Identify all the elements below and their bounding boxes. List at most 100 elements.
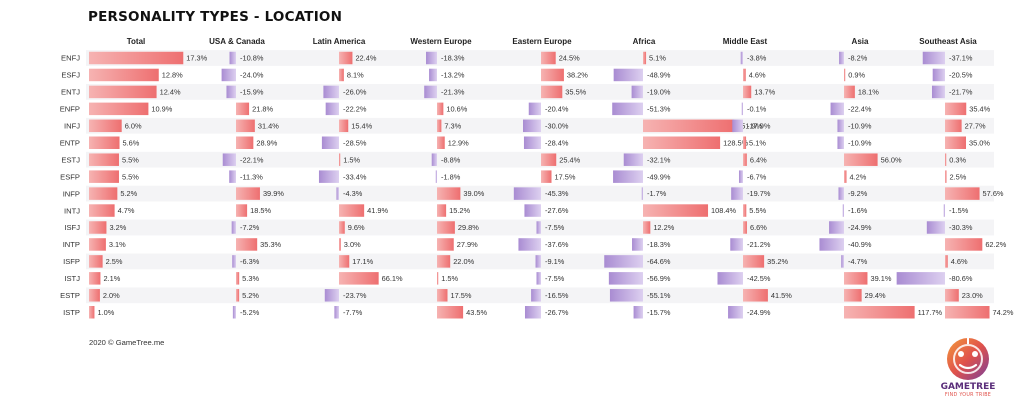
region-value-label: 5.1% xyxy=(749,138,766,147)
region-value-label: 41.9% xyxy=(367,206,388,215)
region-bar-positive xyxy=(339,221,345,234)
column-header: Western Europe xyxy=(410,37,472,46)
region-bar-positive xyxy=(339,204,365,217)
region-bar-negative xyxy=(641,187,643,200)
total-value-label: 3.1% xyxy=(109,240,126,249)
total-bar xyxy=(89,272,101,285)
region-bar-positive xyxy=(437,306,464,319)
region-value-label: -17.9% xyxy=(747,121,771,130)
region-value-label: 27.7% xyxy=(965,121,986,130)
region-value-label: 5.3% xyxy=(242,274,259,283)
region-value-label: 15.2% xyxy=(449,206,470,215)
region-bar-positive xyxy=(339,153,341,166)
region-value-label: -16.5% xyxy=(545,291,569,300)
row-label: ENFP xyxy=(60,105,80,114)
total-bar xyxy=(89,221,107,234)
region-value-label: -4.7% xyxy=(848,257,868,266)
page-title: PERSONALITY TYPES - LOCATION xyxy=(88,9,343,25)
region-value-label: 6.4% xyxy=(750,155,767,164)
region-bar-positive xyxy=(437,187,461,200)
region-value-label: 7.3% xyxy=(444,121,461,130)
region-bar-positive xyxy=(236,272,240,285)
region-bar-positive xyxy=(437,272,439,285)
region-value-label: -28.5% xyxy=(343,138,367,147)
region-value-label: 23.0% xyxy=(962,291,983,300)
region-bar-negative xyxy=(531,289,541,302)
region-value-label: -9.1% xyxy=(545,257,565,266)
region-value-label: -1.8% xyxy=(441,172,461,181)
region-value-label: 35.3% xyxy=(260,240,281,249)
total-value-label: 1.0% xyxy=(97,308,114,317)
column-header: USA & Canada xyxy=(209,37,265,46)
region-bar-positive xyxy=(743,68,746,82)
region-bar-positive xyxy=(437,102,444,116)
total-bar xyxy=(89,85,157,99)
region-value-label: -45.3% xyxy=(545,189,569,198)
region-bar-negative xyxy=(222,153,236,166)
region-bar-positive xyxy=(643,136,721,149)
region-bar-positive xyxy=(541,153,557,166)
region-bar-positive xyxy=(945,136,966,149)
region-bar-negative xyxy=(524,306,541,319)
region-bar-positive xyxy=(339,255,350,268)
region-value-label: 12.2% xyxy=(653,223,674,232)
region-value-label: -8.8% xyxy=(441,155,461,164)
table-row xyxy=(86,50,994,66)
region-bar-positive xyxy=(339,119,349,133)
column-header: Africa xyxy=(633,37,656,46)
region-bar-positive xyxy=(437,221,455,234)
region-bar-negative xyxy=(623,153,643,166)
region-value-label: 29.4% xyxy=(865,291,886,300)
region-value-label: 10.6% xyxy=(446,104,467,113)
region-bar-positive xyxy=(437,204,447,217)
region-bar-positive xyxy=(236,238,258,251)
total-bar xyxy=(89,289,100,302)
region-value-label: -22.4% xyxy=(848,104,872,113)
row-label: ESTP xyxy=(60,291,80,300)
region-bar-negative xyxy=(613,170,643,183)
total-bar xyxy=(89,119,122,133)
region-bar-positive xyxy=(236,119,255,133)
region-bar-positive xyxy=(643,51,647,65)
total-value-label: 2.1% xyxy=(103,274,120,283)
total-bar xyxy=(89,153,119,166)
region-value-label: -27.6% xyxy=(545,206,569,215)
gametree-logo-icon xyxy=(947,338,989,380)
region-value-label: -19.0% xyxy=(647,88,671,97)
total-value-label: 5.6% xyxy=(123,138,140,147)
row-label: ISTP xyxy=(63,308,80,317)
region-value-label: -10.8% xyxy=(240,54,264,63)
region-value-label: 24.5% xyxy=(559,54,580,63)
region-bar-positive xyxy=(743,85,752,99)
column-header: Middle East xyxy=(723,37,768,46)
region-bar-negative xyxy=(318,170,339,183)
total-bar xyxy=(89,187,118,200)
total-value-label: 5.5% xyxy=(122,172,139,181)
total-bar xyxy=(89,68,159,82)
region-value-label: 38.2% xyxy=(567,71,588,80)
region-bar-negative xyxy=(896,272,945,285)
region-value-label: -6.7% xyxy=(747,172,767,181)
column-header: Asia xyxy=(852,37,869,46)
region-bar-negative xyxy=(842,204,844,217)
row-label: ESFJ xyxy=(61,71,80,80)
region-value-label: -6.3% xyxy=(240,257,260,266)
region-value-label: -26.7% xyxy=(545,308,569,317)
region-value-label: 5.2% xyxy=(242,291,259,300)
total-value-label: 4.7% xyxy=(118,206,135,215)
region-value-label: -1.7% xyxy=(647,189,667,198)
total-value-label: 12.4% xyxy=(160,88,181,97)
total-bar xyxy=(89,170,119,183)
region-value-label: 35.4% xyxy=(969,104,990,113)
region-value-label: -55.1% xyxy=(647,291,671,300)
region-value-label: -3.8% xyxy=(747,54,767,63)
region-bar-positive xyxy=(945,153,947,166)
total-value-label: 2.5% xyxy=(106,257,123,266)
region-value-label: -18.3% xyxy=(441,54,465,63)
row-label: ENTJ xyxy=(61,88,80,97)
region-bar-positive xyxy=(844,153,878,166)
region-bar-negative xyxy=(837,136,844,149)
region-bar-negative xyxy=(738,170,743,183)
region-value-label: -5.2% xyxy=(240,308,260,317)
